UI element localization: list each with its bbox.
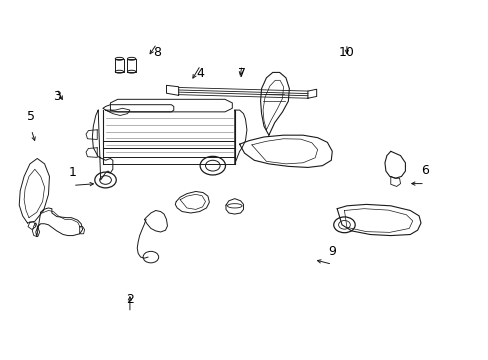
Text: 2: 2 [126, 293, 134, 306]
Ellipse shape [115, 57, 123, 60]
Text: 4: 4 [196, 67, 204, 80]
Text: 5: 5 [27, 110, 35, 123]
Text: 9: 9 [327, 245, 336, 258]
Text: 7: 7 [238, 67, 245, 80]
Ellipse shape [127, 57, 136, 60]
Ellipse shape [115, 70, 123, 73]
Ellipse shape [227, 204, 242, 208]
Text: 10: 10 [338, 45, 354, 59]
Ellipse shape [127, 70, 136, 73]
Text: 8: 8 [152, 45, 161, 59]
Text: 6: 6 [420, 164, 428, 177]
Text: 1: 1 [69, 166, 77, 179]
Text: 3: 3 [53, 90, 61, 103]
